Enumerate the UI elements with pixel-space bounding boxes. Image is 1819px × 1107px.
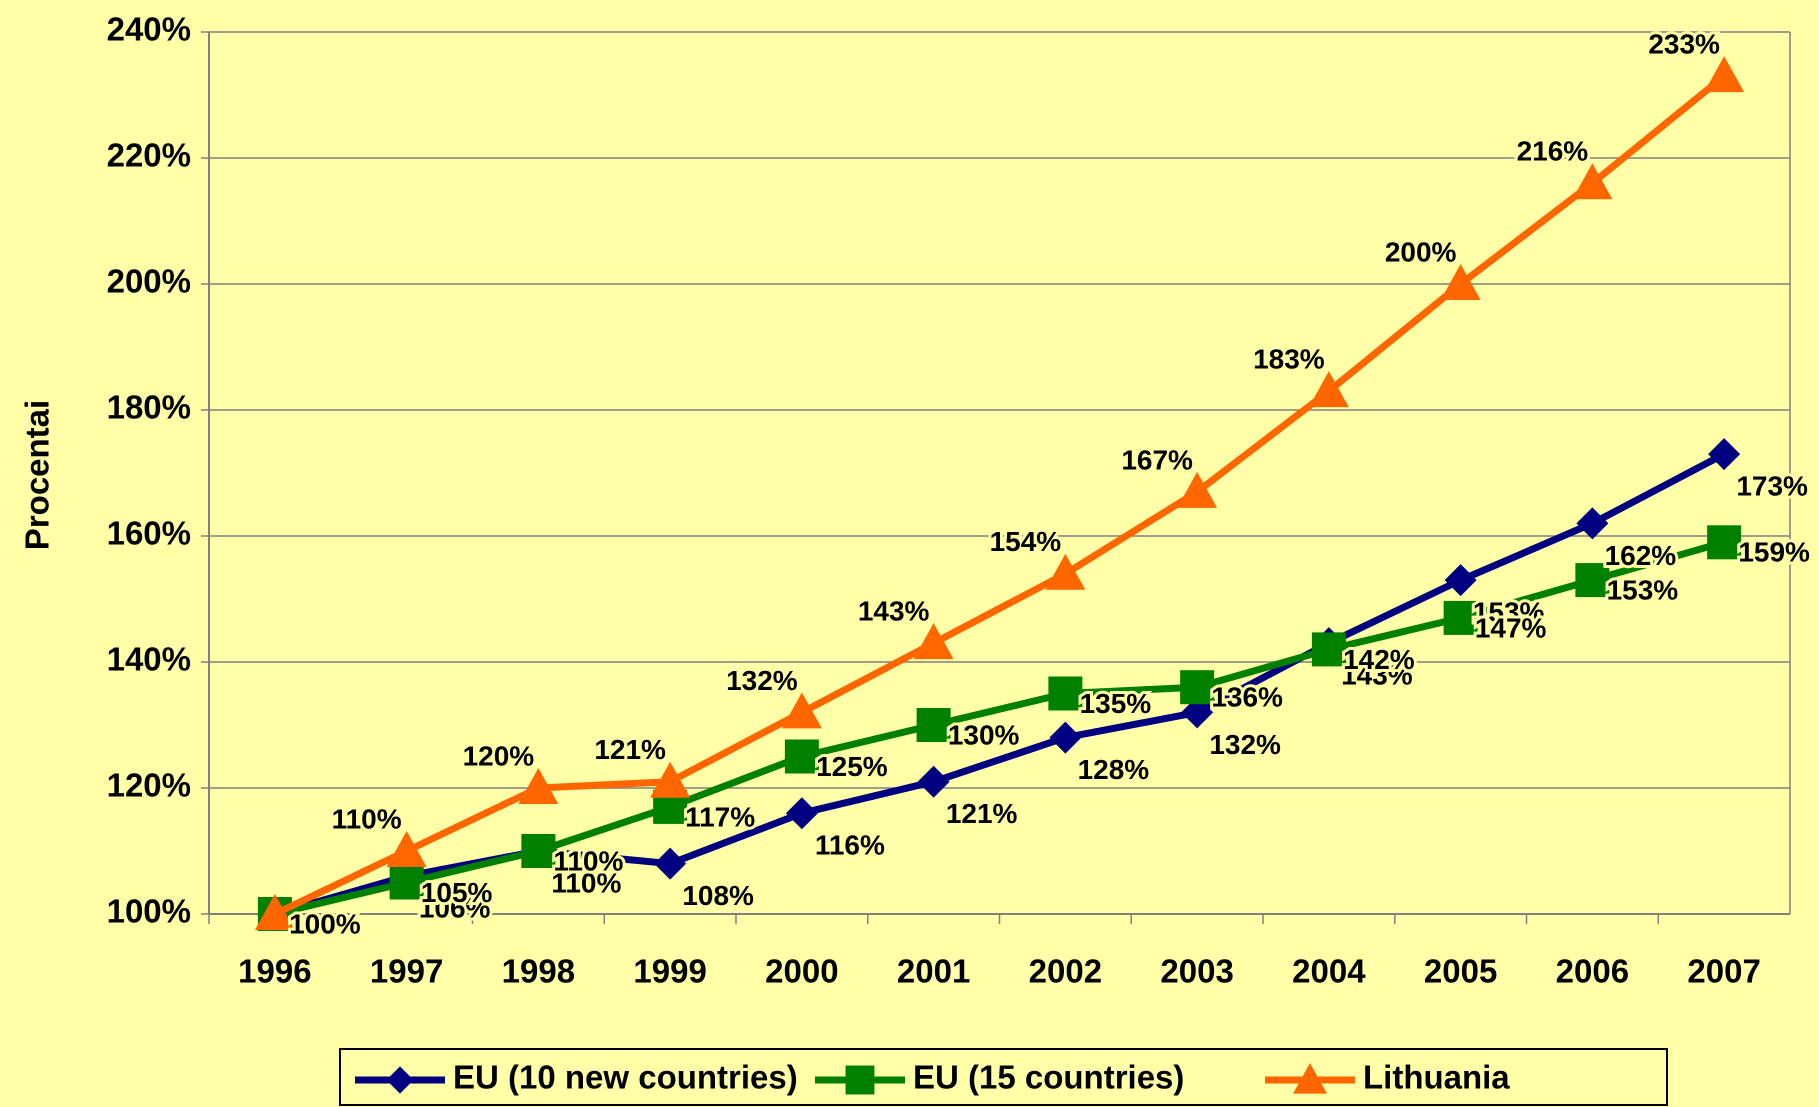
- x-tick-label: 2005: [1424, 953, 1497, 990]
- marker: [1180, 670, 1215, 705]
- y-axis-label: Procentai: [19, 400, 56, 550]
- y-tick-label: 180%: [107, 389, 191, 426]
- marker: [917, 765, 950, 798]
- data-label: 108%: [682, 880, 754, 911]
- marker: [1049, 721, 1082, 754]
- legend: EU (10 new countries) EU (15 countries) Li…: [339, 1048, 1668, 1106]
- data-label: 154%: [990, 526, 1062, 557]
- x-tick-label: 1996: [238, 953, 311, 990]
- marker: [518, 768, 559, 804]
- marker: [650, 761, 691, 798]
- data-label: 121%: [594, 734, 666, 765]
- marker: [781, 692, 822, 729]
- y-tick-label: 140%: [107, 641, 191, 678]
- x-tick-label: 2006: [1556, 953, 1629, 990]
- marker: [386, 831, 427, 867]
- data-label: 136%: [1211, 682, 1283, 713]
- marker: [1045, 553, 1086, 590]
- series-line: [273, 451, 1726, 918]
- marker: [1308, 371, 1349, 408]
- x-tick-label: 2004: [1292, 953, 1366, 990]
- marker: [386, 1066, 414, 1094]
- data-label: 121%: [946, 798, 1018, 829]
- x-tick-label: 2002: [1029, 953, 1102, 990]
- marker: [1708, 438, 1741, 471]
- data-label: 183%: [1253, 343, 1325, 374]
- data-label: 106%: [419, 893, 491, 924]
- data-label: 125%: [816, 751, 888, 782]
- x-tick-label: 1999: [633, 953, 706, 990]
- data-label: 162%: [1605, 540, 1677, 571]
- x-tick-label: 2007: [1687, 953, 1760, 990]
- marker: [521, 834, 556, 868]
- data-label: 110%: [551, 867, 621, 898]
- data-label: 132%: [1209, 729, 1281, 760]
- data-label: 128%: [1078, 754, 1150, 785]
- marker: [1181, 696, 1214, 729]
- legend-box: [339, 1048, 1668, 1106]
- marker: [916, 708, 951, 742]
- data-label: 200%: [1385, 236, 1457, 267]
- marker: [254, 894, 295, 930]
- y-tick-label: 200%: [107, 263, 191, 300]
- x-tick-label: 2001: [897, 953, 970, 990]
- y-tick-label: 120%: [107, 767, 191, 804]
- marker: [1311, 632, 1346, 667]
- data-label: 135%: [1080, 688, 1152, 719]
- data-label: 120%: [463, 740, 535, 771]
- marker: [1575, 563, 1610, 598]
- data-label: 117%: [685, 801, 755, 832]
- data-label: 167%: [1121, 444, 1193, 475]
- data-label: 153%: [1607, 574, 1679, 605]
- data-label: 147%: [1475, 612, 1547, 643]
- marker: [845, 1065, 875, 1095]
- marker: [784, 739, 819, 774]
- marker: [1704, 56, 1745, 93]
- data-label: 142%: [1343, 644, 1415, 675]
- marker: [1293, 1063, 1327, 1094]
- data-label: 105%: [421, 877, 493, 908]
- marker: [1177, 471, 1218, 508]
- data-label: 159%: [1738, 537, 1810, 568]
- data-label: 143%: [1341, 659, 1413, 690]
- x-tick-label: 1998: [502, 953, 575, 990]
- data-label: 100%: [289, 908, 361, 939]
- marker: [913, 623, 954, 660]
- y-tick-label: 100%: [107, 893, 191, 930]
- data-label: 216%: [1517, 136, 1589, 167]
- marker: [1443, 600, 1478, 635]
- data-label: 173%: [1736, 470, 1808, 501]
- data-label: 132%: [726, 665, 798, 696]
- data-label: 110%: [553, 845, 623, 876]
- legend-label: EU (15 countries): [913, 1059, 1184, 1096]
- legend-label: EU (10 new countries): [453, 1059, 798, 1096]
- x-tick-label: 2000: [765, 953, 838, 990]
- marker: [1444, 564, 1477, 597]
- x-tick-label: 2003: [1160, 953, 1233, 990]
- marker: [1576, 507, 1609, 540]
- x-tick-label: 1997: [370, 953, 443, 990]
- series-line: [274, 538, 1726, 918]
- data-label: 116%: [815, 830, 885, 861]
- data-label: 233%: [1648, 28, 1720, 59]
- data-label: 130%: [948, 719, 1020, 750]
- y-tick-label: 240%: [107, 11, 191, 48]
- marker: [1572, 163, 1613, 200]
- marker: [785, 797, 818, 830]
- y-tick-label: 220%: [107, 137, 191, 174]
- marker: [654, 847, 687, 880]
- data-label: 110%: [332, 803, 402, 834]
- data-label: 153%: [1473, 596, 1545, 627]
- marker: [1440, 264, 1481, 300]
- series-line: [273, 73, 1727, 918]
- marker: [1707, 525, 1742, 560]
- data-label: 143%: [858, 595, 930, 626]
- y-tick-label: 160%: [107, 515, 191, 552]
- marker: [1048, 676, 1083, 711]
- marker: [389, 865, 424, 900]
- legend-label: Lithuania: [1363, 1059, 1510, 1096]
